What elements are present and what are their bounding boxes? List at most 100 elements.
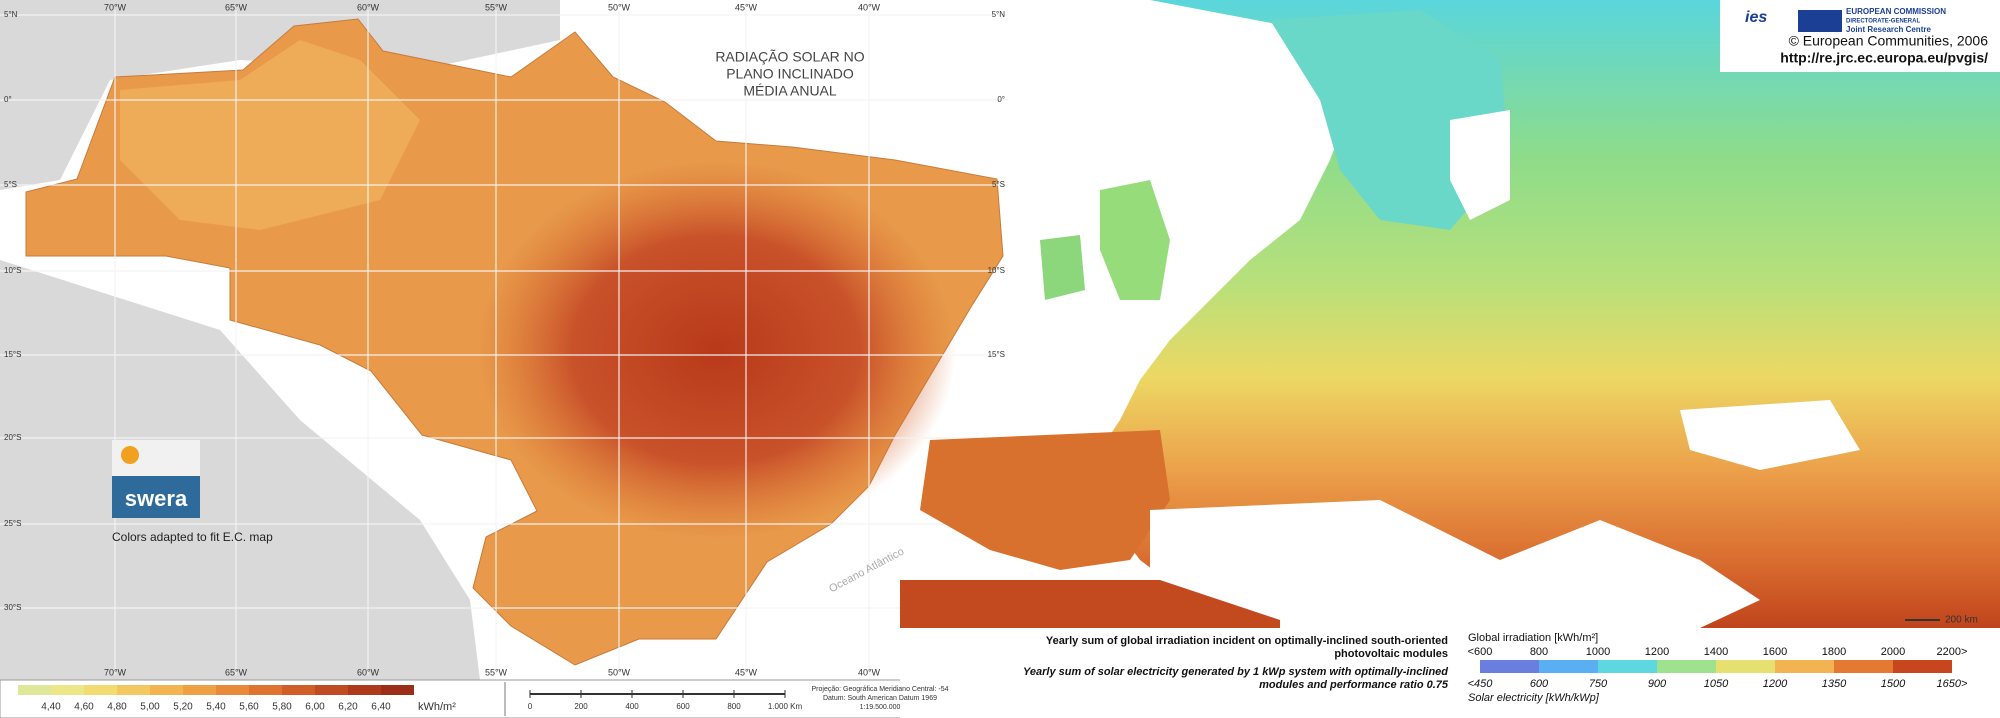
legend-label: 1200	[1645, 646, 1669, 658]
longitude-label-top: 70°W	[104, 2, 127, 12]
latitude-label-left: 30°S	[4, 603, 21, 612]
legend-label: 2200>	[1937, 646, 1968, 658]
legend-swatch	[348, 685, 381, 695]
legend-label: 5,20	[173, 702, 193, 713]
legend-label: 6,00	[305, 702, 325, 713]
copyright: © European Communities, 2006	[1789, 33, 1989, 49]
legend-title: modules and performance ratio 0.75	[1259, 679, 1449, 691]
iberia	[920, 430, 1170, 570]
longitude-label-bottom: 65°W	[225, 667, 248, 677]
longitude-label-top: 40°W	[858, 2, 881, 12]
org-name: DIRECTORATE-GENERAL	[1846, 19, 1920, 25]
legend-label: 1500	[1881, 678, 1906, 690]
projection-text: 1:19.500.000	[860, 704, 901, 711]
legend-label: 1000	[1586, 646, 1610, 658]
legend-swatch	[150, 685, 183, 695]
latitude-label-left: 10°S	[4, 266, 21, 275]
org-name: EUROPEAN COMMISSION	[1846, 7, 1946, 16]
longitude-label-top: 45°W	[735, 2, 758, 12]
baltic-sea	[1450, 110, 1510, 220]
legend-label: 800	[1530, 646, 1548, 658]
legend-label: 2000	[1881, 646, 1905, 658]
legend-swatch	[1657, 660, 1716, 673]
legend-label: 750	[1589, 678, 1608, 690]
latitude-label-left: 5°N	[4, 10, 18, 19]
projection-text: Datum: South American Datum 1969	[823, 695, 937, 702]
legend-swatch	[84, 685, 117, 695]
latitude-label-right: 0°	[997, 95, 1005, 104]
legend-swatch	[282, 685, 315, 695]
scale-label: 200	[574, 702, 588, 711]
mediterranean-sea	[1150, 500, 1760, 628]
legend-swatch	[381, 685, 414, 695]
latitude-label-right: 10°S	[988, 266, 1005, 275]
legend-label: 5,60	[239, 702, 259, 713]
logo-band	[112, 476, 200, 518]
latitude-label-left: 0°	[4, 95, 12, 104]
legend-label: 1600	[1763, 646, 1787, 658]
latitude-label-left: 20°S	[4, 433, 21, 442]
scale-label: 0	[528, 702, 533, 711]
legend-swatch	[1716, 660, 1775, 673]
org-name: Joint Research Centre	[1846, 25, 1931, 34]
eu-flag	[1798, 10, 1842, 32]
legend-unit: kWh/m²	[418, 701, 456, 713]
legend-unit: Global irradiation [kWh/m²]	[1468, 632, 1598, 644]
longitude-label-bottom: 70°W	[104, 667, 127, 677]
latitude-label-left: 15°S	[4, 350, 21, 359]
map-title: PLANO INCLINADO	[726, 66, 854, 82]
longitude-label-bottom: 45°W	[735, 667, 758, 677]
map-title: MÉDIA ANUAL	[743, 83, 837, 99]
latitude-label-right: 15°S	[988, 350, 1005, 359]
legend-unit: Solar electricity [kWh/kWp]	[1468, 692, 1600, 704]
legend-swatch	[1598, 660, 1657, 673]
legend-swatch	[1539, 660, 1598, 673]
latitude-label-left: 5°S	[4, 180, 17, 189]
legend-label: 5,40	[206, 702, 226, 713]
europe-land	[1080, 0, 2000, 628]
legend-label: 1650>	[1937, 678, 1968, 690]
longitude-label-bottom: 40°W	[858, 667, 881, 677]
high-radiation-area	[476, 160, 956, 540]
latitude-label-left: 25°S	[4, 519, 21, 528]
longitude-label-top: 60°W	[357, 2, 380, 12]
logo-sun	[121, 446, 139, 464]
legend-label: 6,40	[371, 702, 391, 713]
longitude-label-top: 65°W	[225, 2, 248, 12]
scale-label: 1.000 Km	[768, 702, 803, 711]
source-url: http://re.jrc.ec.europa.eu/pvgis/	[1780, 50, 1988, 66]
map-title: RADIAÇÃO SOLAR NO	[715, 49, 864, 65]
great-britain	[1100, 180, 1170, 300]
projection-text: Projeção: Geográfica Meridiano Central: …	[812, 686, 949, 693]
legend-swatch	[1893, 660, 1952, 673]
map-note: Colors adapted to fit E.C. map	[112, 530, 273, 544]
legend-label: 5,80	[272, 702, 292, 713]
legend-swatch	[1775, 660, 1834, 673]
legend-swatch	[249, 685, 282, 695]
legend-label: 1350	[1822, 678, 1847, 690]
legend-label: 4,40	[41, 702, 61, 713]
legend-label: 1050	[1704, 678, 1729, 690]
longitude-label-bottom: 60°W	[357, 667, 380, 677]
legend-label: 1800	[1822, 646, 1846, 658]
black-sea	[1680, 400, 1860, 470]
legend-title: photovoltaic modules	[1334, 648, 1448, 660]
legend-label: 1200	[1763, 678, 1788, 690]
scale-label: 600	[676, 702, 690, 711]
ies-logo: ies	[1745, 9, 1767, 26]
graticule	[0, 10, 1008, 675]
legend-swatch	[51, 685, 84, 695]
legend-label: 1400	[1704, 646, 1728, 658]
scale-label: 200 km	[1945, 615, 1978, 626]
legend-swatch	[117, 685, 150, 695]
legend-swatch	[315, 685, 348, 695]
legend-swatch	[1834, 660, 1893, 673]
legend-label: 4,80	[107, 702, 127, 713]
legend-label: 900	[1648, 678, 1667, 690]
legend-title: Yearly sum of solar electricity generate…	[1023, 666, 1448, 678]
latitude-label-right: 5°S	[992, 180, 1005, 189]
longitude-label-bottom: 55°W	[485, 667, 508, 677]
latitude-label-right: 5°N	[992, 10, 1006, 19]
